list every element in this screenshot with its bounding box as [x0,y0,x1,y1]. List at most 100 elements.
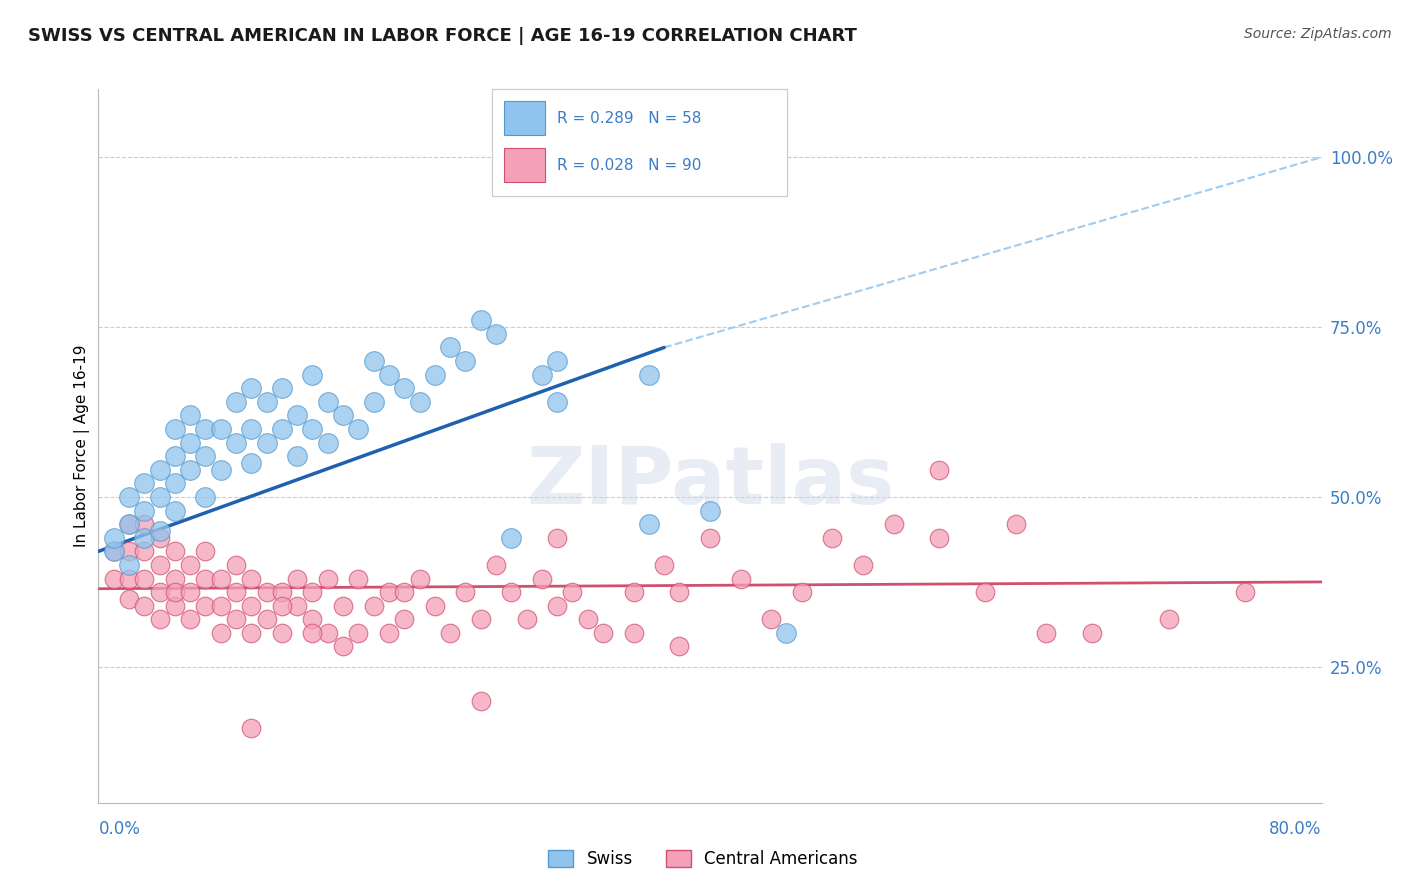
Point [103,572,125,586]
Point [546,394,568,409]
Text: SWISS VS CENTRAL AMERICAN IN LABOR FORCE | AGE 16-19 CORRELATION CHART: SWISS VS CENTRAL AMERICAN IN LABOR FORCE… [28,27,858,45]
Point [209,626,232,640]
Point [1234,585,1257,599]
Point [103,544,125,558]
Point [209,422,232,436]
Point [118,517,141,532]
Point [285,449,308,463]
Point [256,394,278,409]
Point [194,572,217,586]
Legend: Swiss, Central Americans: Swiss, Central Americans [541,843,865,875]
Point [470,313,492,327]
Point [501,531,523,545]
Point [149,490,172,504]
Point [454,354,477,368]
Point [423,368,446,382]
Point [408,572,430,586]
Point [454,585,477,599]
Point [332,409,354,423]
Point [363,394,385,409]
Point [285,572,308,586]
Point [516,612,538,626]
Point [118,591,141,606]
Point [623,626,645,640]
Point [347,422,370,436]
Point [134,572,156,586]
Point [149,463,172,477]
Point [149,612,172,626]
Point [301,422,323,436]
Point [163,503,186,517]
Point [439,341,461,355]
Point [1035,626,1057,640]
Point [163,544,186,558]
Point [790,585,813,599]
Point [821,531,844,545]
Text: ZIPatlas: ZIPatlas [526,442,894,521]
Point [163,599,186,613]
Point [883,517,905,532]
Point [378,368,401,382]
Point [285,599,308,613]
Point [1004,517,1026,532]
Point [179,435,201,450]
Point [530,368,553,382]
Text: Source: ZipAtlas.com: Source: ZipAtlas.com [1244,27,1392,41]
Point [301,585,323,599]
Point [179,585,201,599]
Point [240,599,263,613]
Point [546,531,568,545]
Point [240,572,263,586]
Point [852,558,875,572]
Y-axis label: In Labor Force | Age 16-19: In Labor Force | Age 16-19 [75,344,90,548]
Point [225,394,247,409]
Point [134,531,156,545]
Point [225,435,247,450]
Point [485,326,508,341]
Bar [503,148,546,182]
Point [592,626,614,640]
Point [301,368,323,382]
Point [163,572,186,586]
Text: R = 0.289   N = 58: R = 0.289 N = 58 [557,111,702,126]
Point [209,599,232,613]
Point [103,531,125,545]
Point [149,585,172,599]
Text: 0.0%: 0.0% [98,820,141,838]
Point [392,381,416,395]
Point [546,354,568,368]
Point [270,626,292,640]
Point [501,585,523,599]
Point [163,449,186,463]
Point [163,585,186,599]
Point [179,612,201,626]
Point [1081,626,1104,640]
Point [240,721,263,735]
Point [546,599,568,613]
Point [378,585,401,599]
Point [270,599,292,613]
Point [209,572,232,586]
Point [576,612,599,626]
Point [470,694,492,708]
Point [118,490,141,504]
Point [149,558,172,572]
Point [668,585,690,599]
Point [285,409,308,423]
Point [668,640,690,654]
Point [623,585,645,599]
Point [485,558,508,572]
Point [378,626,401,640]
Point [134,476,156,491]
Point [928,531,950,545]
Point [209,463,232,477]
Point [1157,612,1180,626]
Point [194,544,217,558]
Point [194,449,217,463]
Point [240,626,263,640]
Point [530,572,553,586]
Point [118,572,141,586]
Point [439,626,461,640]
Point [179,409,201,423]
Point [149,524,172,538]
